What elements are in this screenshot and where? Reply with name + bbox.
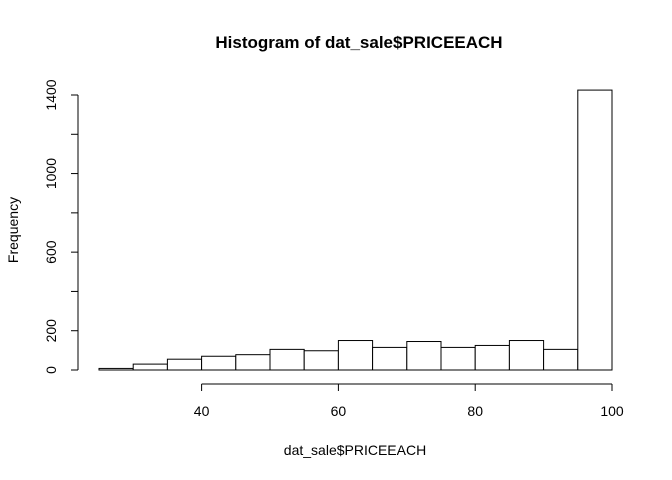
x-axis: 40 60 80 100 <box>194 383 624 419</box>
y-tick-label-2: 600 <box>43 240 59 264</box>
histogram-bar-11 <box>474 344 510 371</box>
histogram-bar-13 <box>543 348 579 371</box>
x-tick-label-1: 60 <box>331 403 347 419</box>
histogram-bar-2 <box>166 358 203 371</box>
histogram-bar-4 <box>235 354 271 371</box>
y-axis-label: Frequency <box>5 197 21 263</box>
x-tick-label-3: 100 <box>600 403 624 419</box>
y-tick-label-1: 200 <box>43 319 59 343</box>
y-tick-label-0: 0 <box>43 366 59 374</box>
histogram-bar-8 <box>372 346 408 371</box>
histogram-bar-3 <box>201 355 237 371</box>
histogram-bar-14 <box>577 89 613 371</box>
bars-group <box>98 89 613 371</box>
chart-title: Histogram of dat_sale$PRICEEACH <box>215 33 502 52</box>
histogram-bar-9 <box>406 341 442 371</box>
histogram-bar-6 <box>303 350 339 371</box>
x-tick-label-2: 80 <box>467 403 483 419</box>
x-tick-label-0: 40 <box>194 403 210 419</box>
y-tick-label-3: 1000 <box>43 158 59 189</box>
histogram-bar-1 <box>132 363 168 371</box>
histogram-bar-10 <box>440 346 476 371</box>
histogram-bar-5 <box>269 348 305 371</box>
y-tick-label-4: 1400 <box>43 79 59 110</box>
histogram-bar-0 <box>98 367 134 371</box>
y-axis: 0 200 600 1000 1400 <box>43 79 79 374</box>
histogram-bar-7 <box>337 340 374 371</box>
histogram-bar-12 <box>508 340 545 371</box>
x-axis-label: dat_sale$PRICEEACH <box>284 442 426 458</box>
